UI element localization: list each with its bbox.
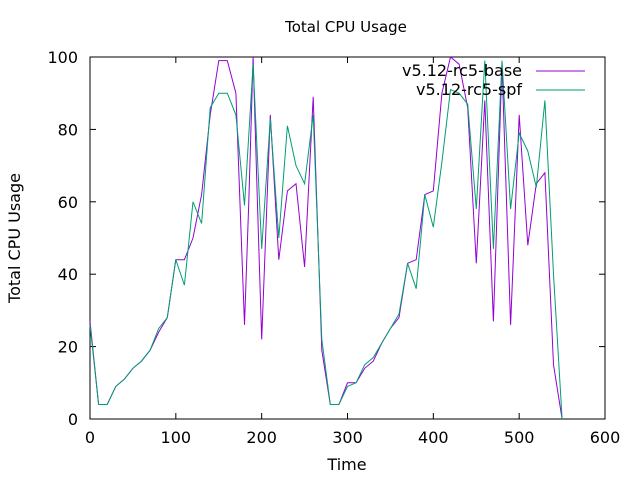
x-tick-label: 0 bbox=[85, 428, 95, 447]
y-tick-label: 80 bbox=[58, 120, 78, 139]
chart-title: Total CPU Usage bbox=[284, 18, 407, 36]
y-axis-label: Total CPU Usage bbox=[5, 173, 24, 304]
x-tick-label: 600 bbox=[590, 428, 621, 447]
y-tick-label: 60 bbox=[58, 193, 78, 212]
y-tick-label: 40 bbox=[58, 265, 78, 284]
y-tick-label: 100 bbox=[47, 48, 78, 67]
series-line-2 bbox=[89, 60, 563, 420]
x-tick-label: 300 bbox=[332, 428, 363, 447]
legend-label-2: v5.12-rc5-spf bbox=[416, 80, 522, 99]
series-line-1 bbox=[89, 56, 563, 420]
legend-label-1: v5.12-rc5-base bbox=[402, 61, 522, 80]
axis-ticks: 0 100 200 300 400 500 600 0 20 40 60 80 100 bbox=[47, 48, 620, 447]
x-tick-label: 100 bbox=[161, 428, 192, 447]
y-tick-label: 20 bbox=[58, 338, 78, 357]
x-tick-label: 500 bbox=[504, 428, 535, 447]
x-tick-label: 200 bbox=[246, 428, 277, 447]
x-tick-label: 400 bbox=[418, 428, 449, 447]
series-lines bbox=[89, 56, 563, 420]
y-tick-label: 0 bbox=[68, 410, 78, 429]
x-axis-label: Time bbox=[326, 455, 366, 474]
